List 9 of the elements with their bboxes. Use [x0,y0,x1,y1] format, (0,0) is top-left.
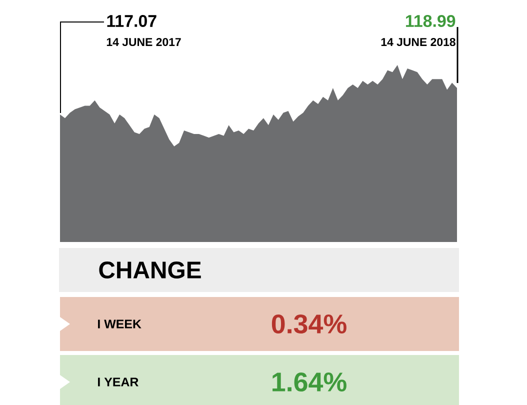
text: 1.64% [272,372,346,392]
text: 14 JUNE 2018 [381,38,456,46]
category-label: I YEAR [98,378,138,386]
category-label: I WEEK [98,320,142,328]
text: 118.99 [406,14,456,27]
text: 117.07 [107,14,156,27]
text: 0.34% [272,314,346,334]
text: 14 JUNE 2017 [106,38,181,46]
text: CHANGE [99,262,201,278]
